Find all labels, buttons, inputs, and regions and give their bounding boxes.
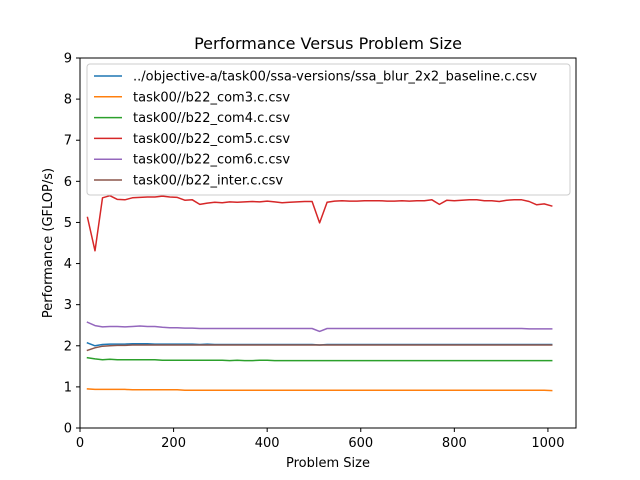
x-tick-label: 800 <box>442 436 467 451</box>
y-tick-label: 8 <box>64 93 72 108</box>
y-axis: 0 1 2 3 4 5 6 7 8 9 <box>64 52 80 437</box>
legend-label-4: task00//b22_com5.c.csv <box>133 132 290 147</box>
legend-label-6: task00//b22_inter.c.csv <box>133 174 283 189</box>
x-tick-label: 1000 <box>531 436 564 451</box>
series-line-4 <box>86 194 553 252</box>
y-tick-label: 9 <box>64 52 72 67</box>
legend-label-1: ../objective-a/task00/ssa-versions/ssa_b… <box>133 70 537 85</box>
legend: ../objective-a/task00/ssa-versions/ssa_b… <box>86 63 571 196</box>
y-tick-label: 2 <box>64 339 72 354</box>
series-layer <box>86 194 553 392</box>
x-axis: 0 200 400 600 800 1000 <box>76 428 564 451</box>
x-tick-label: 600 <box>348 436 373 451</box>
y-tick-label: 1 <box>64 380 72 395</box>
x-tick-label: 400 <box>255 436 280 451</box>
y-tick-label: 3 <box>64 298 72 313</box>
x-tick-label: 0 <box>76 436 84 451</box>
y-tick-label: 0 <box>64 422 72 437</box>
y-tick-label: 7 <box>64 134 72 149</box>
series-line-2 <box>86 388 553 392</box>
legend-label-3: task00//b22_com4.c.csv <box>133 111 290 126</box>
y-axis-label: Performance (GFLOP/s) <box>41 168 56 318</box>
x-tick-label: 200 <box>161 436 186 451</box>
plot-frame <box>79 57 577 429</box>
y-tick-label: 4 <box>64 257 72 272</box>
legend-label-5: task00//b22_com6.c.csv <box>133 153 290 168</box>
chart-title: Performance Versus Problem Size <box>194 34 462 53</box>
legend-box <box>86 63 571 196</box>
series-line-3 <box>86 356 553 362</box>
y-tick-label: 5 <box>64 216 72 231</box>
x-axis-label: Problem Size <box>286 456 370 471</box>
series-line-6 <box>86 344 553 352</box>
legend-label-2: task00//b22_com3.c.csv <box>133 90 290 105</box>
y-tick-label: 6 <box>64 175 72 190</box>
series-line-5 <box>86 321 553 333</box>
